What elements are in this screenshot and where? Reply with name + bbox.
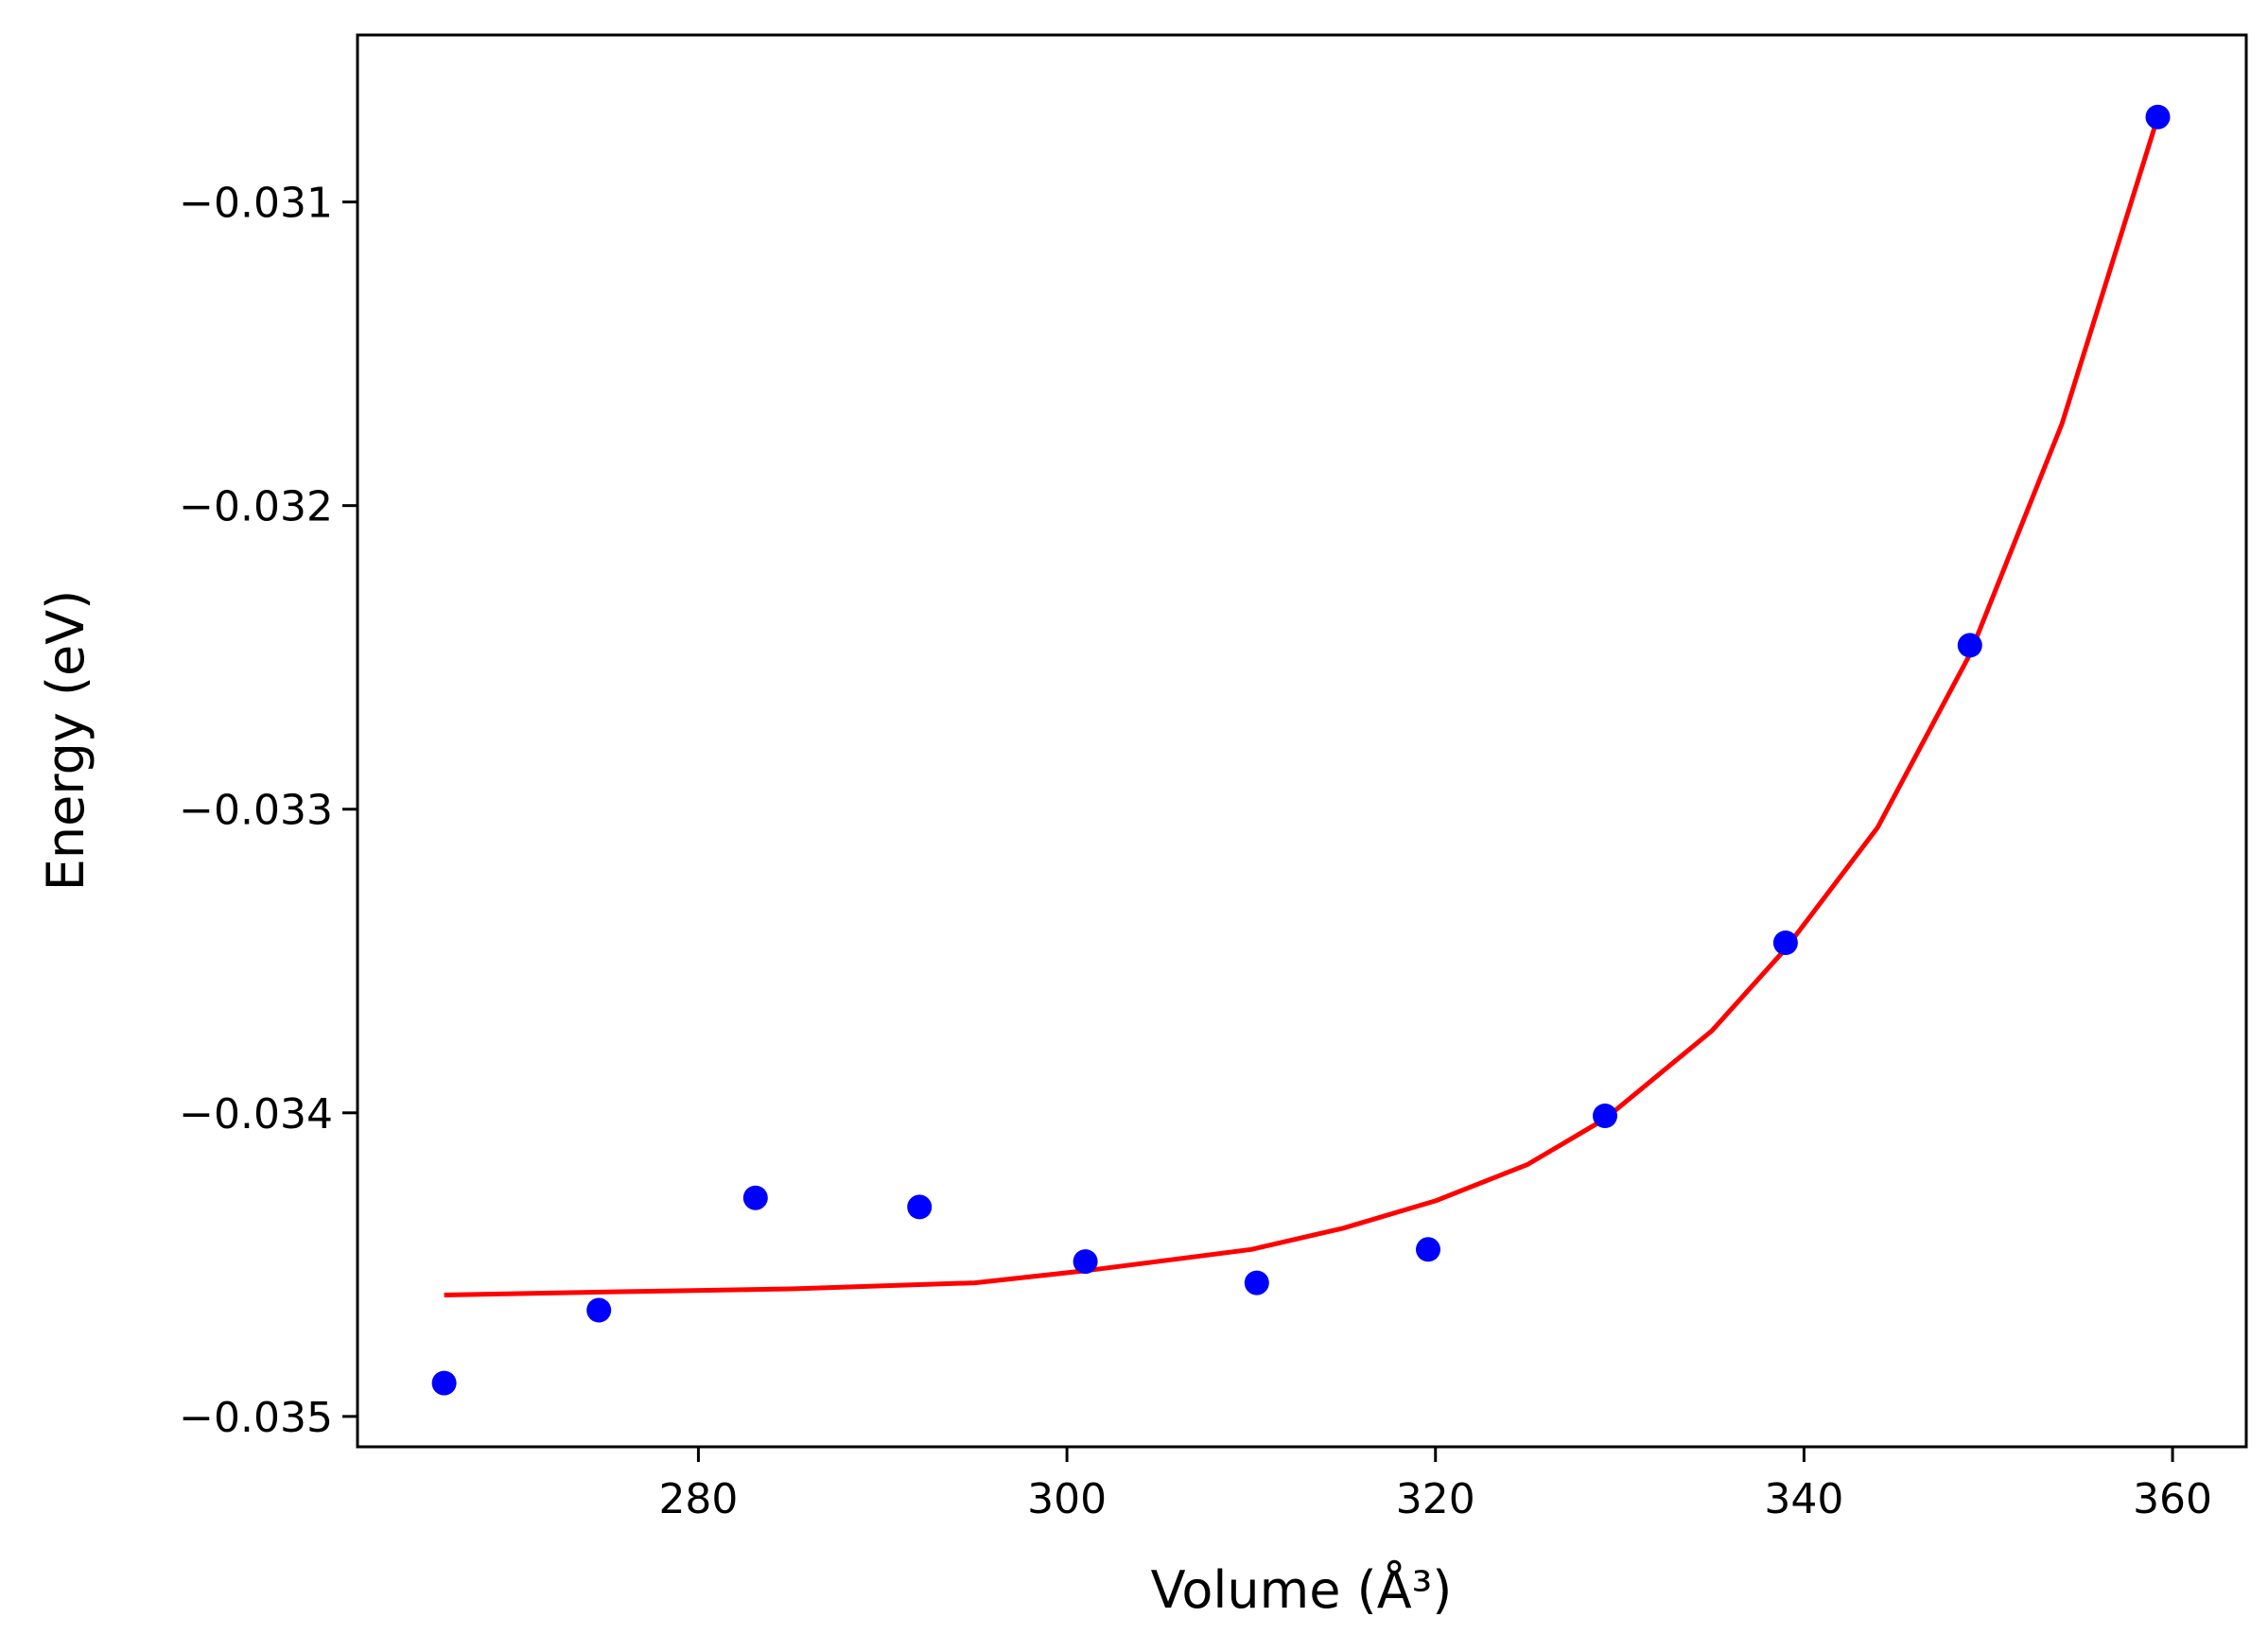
y-axis-ticks: −0.031 −0.032 −0.033 −0.034 −0.035 <box>179 180 358 1442</box>
fit-curve <box>444 115 2160 1297</box>
x-axis-title: Volume (Å³) <box>1151 1559 1453 1620</box>
y-tick-label: −0.032 <box>179 483 333 531</box>
x-tick-label: 320 <box>1396 1475 1475 1523</box>
x-axis-ticks: 280 300 320 340 360 <box>658 1447 2212 1523</box>
data-point <box>1957 633 1982 658</box>
data-point <box>2145 104 2171 130</box>
data-point <box>1772 930 1798 955</box>
y-tick-label: −0.034 <box>179 1090 333 1139</box>
plot-area <box>356 33 2248 1449</box>
x-tick-label: 300 <box>1027 1475 1107 1523</box>
data-point <box>1244 1270 1269 1296</box>
y-tick-label: −0.031 <box>179 180 333 228</box>
points-layer <box>431 104 2171 1396</box>
x-tick-label: 340 <box>1764 1475 1843 1523</box>
data-point <box>907 1194 933 1220</box>
x-tick-label: 280 <box>658 1475 738 1523</box>
data-point <box>431 1370 457 1396</box>
data-point <box>1593 1104 1617 1128</box>
x-tick-label: 360 <box>2133 1475 2212 1523</box>
data-point <box>1073 1249 1098 1275</box>
data-point <box>1416 1237 1440 1262</box>
y-tick-label: −0.035 <box>179 1394 333 1442</box>
y-axis-title: Energy (eV) <box>36 590 96 892</box>
data-point <box>586 1297 612 1323</box>
fit-layer <box>444 115 2160 1297</box>
y-tick-label: −0.033 <box>179 787 333 835</box>
data-point <box>742 1185 768 1210</box>
